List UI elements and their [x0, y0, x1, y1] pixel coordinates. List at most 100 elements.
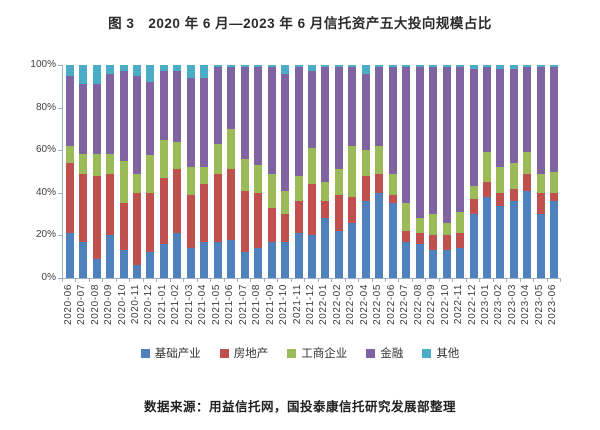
bar-segment-industrial-commercial	[227, 128, 236, 170]
bar-2022-10	[440, 65, 453, 278]
bar-segment-finance	[469, 69, 478, 187]
x-axis-label: 2022-09	[426, 284, 438, 325]
x-axis-tick	[62, 278, 63, 282]
bar-segment-finance	[375, 67, 384, 146]
bar-segment-industrial-commercial	[375, 145, 384, 174]
bar-segment-industrial-commercial	[496, 167, 505, 193]
x-axis-tick	[371, 278, 373, 282]
bar-segment-real-estate	[361, 175, 370, 202]
x-axis-label: 2021-08	[251, 284, 263, 325]
x-axis-label: 2021-10	[278, 284, 290, 325]
bar-segment-infrastructure	[402, 241, 411, 278]
bar-segment-finance	[133, 75, 142, 174]
x-axis-label: 2022-10	[439, 284, 451, 325]
bar-segment-finance	[442, 67, 451, 223]
x-axis-tick	[129, 278, 131, 282]
bar-stack	[482, 65, 491, 278]
x-axis-tick	[331, 278, 333, 282]
bar-2020-06	[63, 65, 76, 278]
bar-segment-other	[482, 65, 491, 68]
bar-segment-industrial-commercial	[334, 169, 343, 195]
bar-segment-real-estate	[254, 192, 263, 249]
bar-segment-other	[254, 65, 263, 68]
x-axis-tick	[506, 278, 508, 282]
bar-2021-06	[225, 65, 238, 278]
x-axis-label: 2022-01	[318, 284, 330, 325]
x-axis-label: 2021-11	[291, 284, 303, 325]
bar-stack	[227, 65, 236, 278]
x-axis-tick	[411, 278, 413, 282]
bar-segment-infrastructure	[348, 222, 357, 278]
x-axis-tick	[115, 278, 117, 282]
bar-segment-other	[469, 65, 478, 70]
bar-segment-finance	[496, 69, 505, 168]
bar-stack	[496, 65, 505, 278]
bar-segment-industrial-commercial	[173, 141, 182, 170]
bar-segment-industrial-commercial	[133, 173, 142, 193]
x-axis-label: 2021-07	[237, 284, 249, 325]
bar-segment-other	[65, 65, 74, 76]
bar-segment-other	[159, 65, 168, 72]
bar-2022-02	[332, 65, 345, 278]
bar-segment-industrial-commercial	[65, 145, 74, 163]
y-axis-tick	[58, 107, 62, 109]
x-axis-tick	[465, 278, 467, 282]
bar-segment-real-estate	[79, 173, 88, 242]
bar-segment-other	[307, 65, 316, 72]
bar-segment-industrial-commercial	[106, 154, 115, 174]
bar-stack	[92, 65, 101, 278]
bar-segment-real-estate	[106, 173, 115, 236]
bar-segment-industrial-commercial	[361, 150, 370, 176]
bar-stack	[267, 65, 276, 278]
bar-segment-infrastructure	[536, 214, 545, 278]
bar-segment-real-estate	[550, 192, 559, 202]
bar-2022-03	[346, 65, 359, 278]
bar-segment-industrial-commercial	[482, 152, 491, 183]
bar-stack	[469, 65, 478, 278]
bar-segment-other	[523, 65, 532, 68]
legend-item-industrial-commercial: 工商企业	[287, 345, 347, 361]
bar-2022-01	[319, 65, 332, 278]
bar-segment-infrastructure	[388, 203, 397, 278]
x-axis-tick	[290, 278, 292, 282]
bar-stack	[509, 65, 518, 278]
bar-segment-infrastructure	[523, 190, 532, 278]
bar-stack	[348, 65, 357, 278]
bar-segment-other	[375, 65, 384, 68]
y-axis-label: 60%	[35, 144, 56, 156]
bar-segment-industrial-commercial	[119, 160, 128, 204]
y-axis-label: 40%	[35, 186, 56, 198]
bar-2021-02	[171, 65, 184, 278]
x-axis-tick	[344, 278, 346, 282]
bar-segment-finance	[119, 71, 128, 161]
bar-segment-finance	[92, 84, 101, 155]
bar-segment-other	[429, 65, 438, 68]
x-axis-label: 2023-01	[479, 284, 491, 325]
bar-segment-industrial-commercial	[213, 143, 222, 174]
bar-stack	[442, 65, 451, 278]
bar-2023-05	[534, 65, 547, 278]
bar-segment-industrial-commercial	[281, 190, 290, 215]
bar-segment-other	[106, 65, 115, 74]
x-axis-label: 2022-12	[466, 284, 478, 325]
bar-segment-other	[267, 65, 276, 68]
bar-segment-other	[388, 65, 397, 68]
bar-segment-infrastructure	[106, 235, 115, 278]
bar-segment-finance	[106, 73, 115, 155]
bar-segment-finance	[321, 67, 330, 183]
legend-label-other: 其他	[436, 348, 460, 360]
bar-2023-01	[480, 65, 493, 278]
bar-segment-other	[536, 65, 545, 68]
bar-segment-finance	[213, 67, 222, 144]
bar-segment-other	[321, 65, 330, 68]
bar-2021-12	[305, 65, 318, 278]
bar-2021-04	[198, 65, 211, 278]
bar-segment-finance	[65, 75, 74, 146]
bar-segment-infrastructure	[65, 233, 74, 278]
bar-segment-industrial-commercial	[415, 218, 424, 234]
bar-segment-finance	[415, 67, 424, 219]
bar-segment-infrastructure	[496, 205, 505, 278]
bar-segment-infrastructure	[119, 250, 128, 278]
bar-segment-industrial-commercial	[307, 148, 316, 185]
bar-segment-finance	[509, 69, 518, 164]
